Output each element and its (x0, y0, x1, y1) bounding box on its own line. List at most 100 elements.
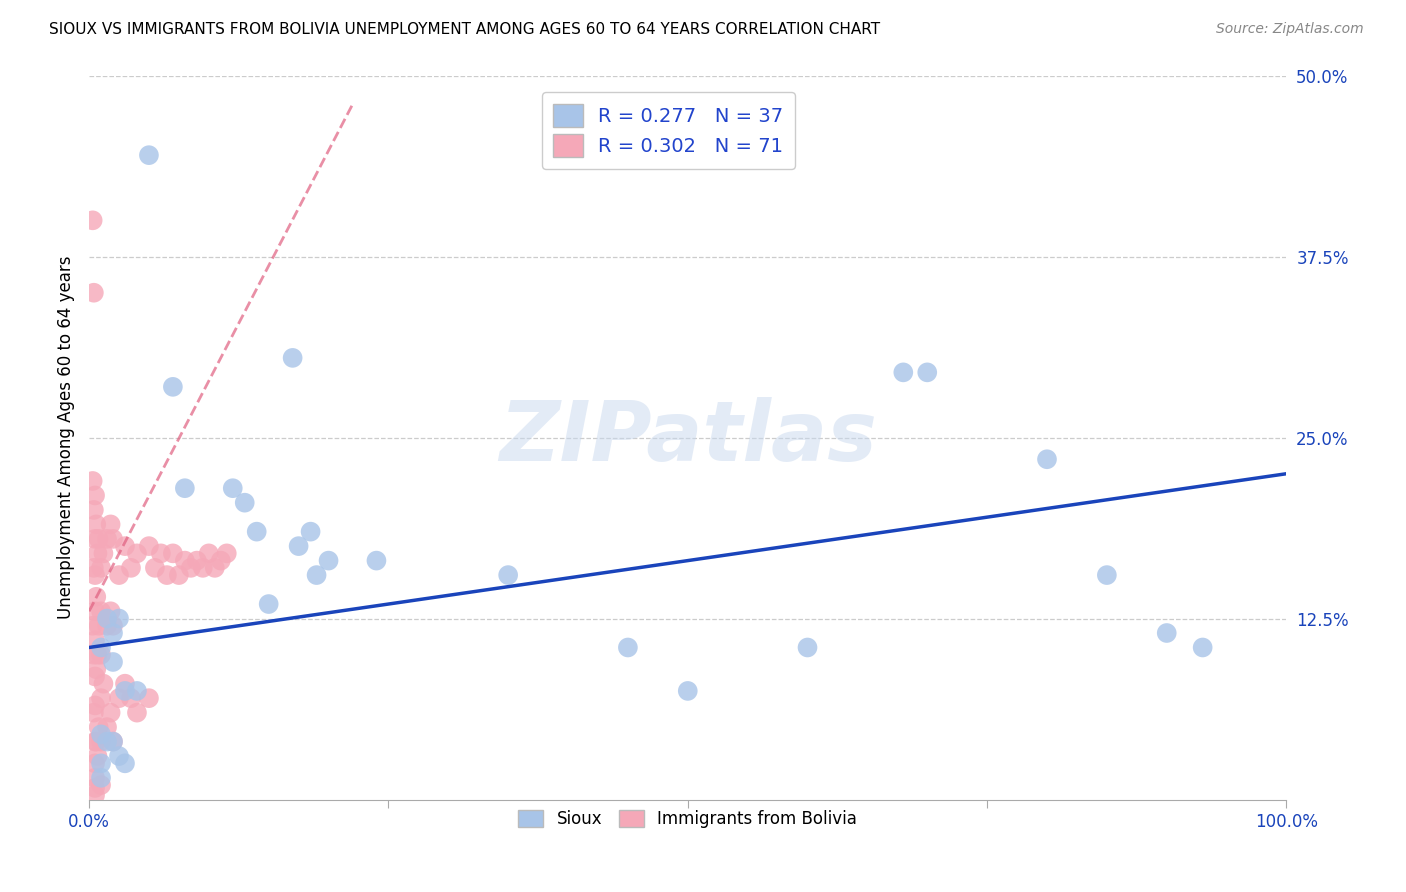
Point (84, 517, 107, 532)
Point (84, 633, 107, 648)
Point (90, 604, 112, 618)
Point (83, 648, 105, 662)
Point (287, 539, 309, 553)
Point (90, 640, 112, 655)
Point (90, 778, 112, 792)
Point (84, 568, 107, 582)
Point (257, 597, 280, 611)
Point (101, 734, 124, 748)
Point (90, 691, 112, 706)
Point (162, 546, 184, 560)
Point (1156, 626, 1178, 640)
Point (143, 561, 166, 575)
Point (496, 568, 519, 582)
Point (84, 780, 107, 795)
Point (101, 532, 124, 546)
Point (83, 285, 105, 300)
Point (96, 619, 118, 633)
Point (180, 561, 202, 575)
Point (90, 756, 112, 771)
Y-axis label: Unemployment Among Ages 60 to 64 years: Unemployment Among Ages 60 to 64 years (58, 256, 75, 619)
Point (318, 553, 340, 567)
Point (90, 561, 112, 575)
Point (173, 553, 195, 567)
Point (84, 734, 107, 748)
Point (96, 611, 118, 625)
Point (87, 619, 110, 633)
Point (114, 684, 136, 698)
Point (101, 626, 124, 640)
Point (114, 676, 136, 690)
Point (108, 749, 131, 764)
Point (108, 568, 131, 582)
Legend: Sioux, Immigrants from Bolivia: Sioux, Immigrants from Bolivia (512, 803, 863, 835)
Point (891, 365, 914, 379)
Point (101, 619, 124, 633)
Point (101, 655, 124, 669)
Point (90, 648, 112, 662)
Point (1191, 640, 1213, 655)
Point (90, 734, 112, 748)
Point (173, 481, 195, 495)
Point (93, 546, 115, 560)
Point (100, 604, 122, 618)
Point (93, 676, 115, 690)
Point (83, 561, 105, 575)
Text: SIOUX VS IMMIGRANTS FROM BOLIVIA UNEMPLOYMENT AMONG AGES 60 TO 64 YEARS CORRELAT: SIOUX VS IMMIGRANTS FROM BOLIVIA UNEMPLO… (49, 22, 880, 37)
Point (87, 532, 110, 546)
Point (676, 684, 699, 698)
Point (191, 561, 214, 575)
Point (87, 720, 110, 734)
Point (86, 648, 108, 662)
Point (305, 568, 328, 582)
Point (138, 691, 160, 706)
Point (84, 698, 107, 713)
Point (138, 539, 160, 553)
Point (84, 771, 107, 785)
Point (90, 727, 112, 741)
Point (366, 553, 388, 567)
Point (204, 561, 226, 575)
Point (156, 568, 179, 582)
Point (84, 669, 107, 683)
Point (281, 351, 304, 365)
Point (209, 553, 232, 567)
Point (186, 553, 208, 567)
Point (84, 662, 107, 676)
Point (84, 756, 107, 771)
Point (84, 604, 107, 618)
Point (82, 474, 104, 488)
Point (82, 213, 104, 227)
Point (84, 532, 107, 546)
Point (84, 488, 107, 502)
Point (108, 691, 131, 706)
Point (796, 640, 818, 655)
Point (100, 706, 122, 720)
Point (96, 532, 118, 546)
Text: Source: ZipAtlas.com: Source: ZipAtlas.com (1216, 22, 1364, 37)
Point (100, 517, 122, 532)
Point (82, 619, 104, 633)
Point (1095, 568, 1118, 582)
Point (1036, 452, 1059, 467)
Point (96, 720, 118, 734)
Point (198, 546, 221, 560)
Point (299, 524, 322, 539)
Point (84, 734, 107, 748)
Point (114, 539, 136, 553)
Point (162, 380, 184, 394)
Point (120, 691, 142, 706)
Point (90, 771, 112, 785)
Point (125, 706, 148, 720)
Point (108, 611, 131, 625)
Point (149, 546, 172, 560)
Point (83, 706, 105, 720)
Point (246, 524, 269, 539)
Point (167, 568, 190, 582)
Text: ZIPatlas: ZIPatlas (499, 397, 877, 478)
Point (915, 365, 938, 379)
Point (125, 546, 148, 560)
Point (83, 503, 105, 517)
Point (96, 734, 118, 748)
Point (222, 481, 245, 495)
